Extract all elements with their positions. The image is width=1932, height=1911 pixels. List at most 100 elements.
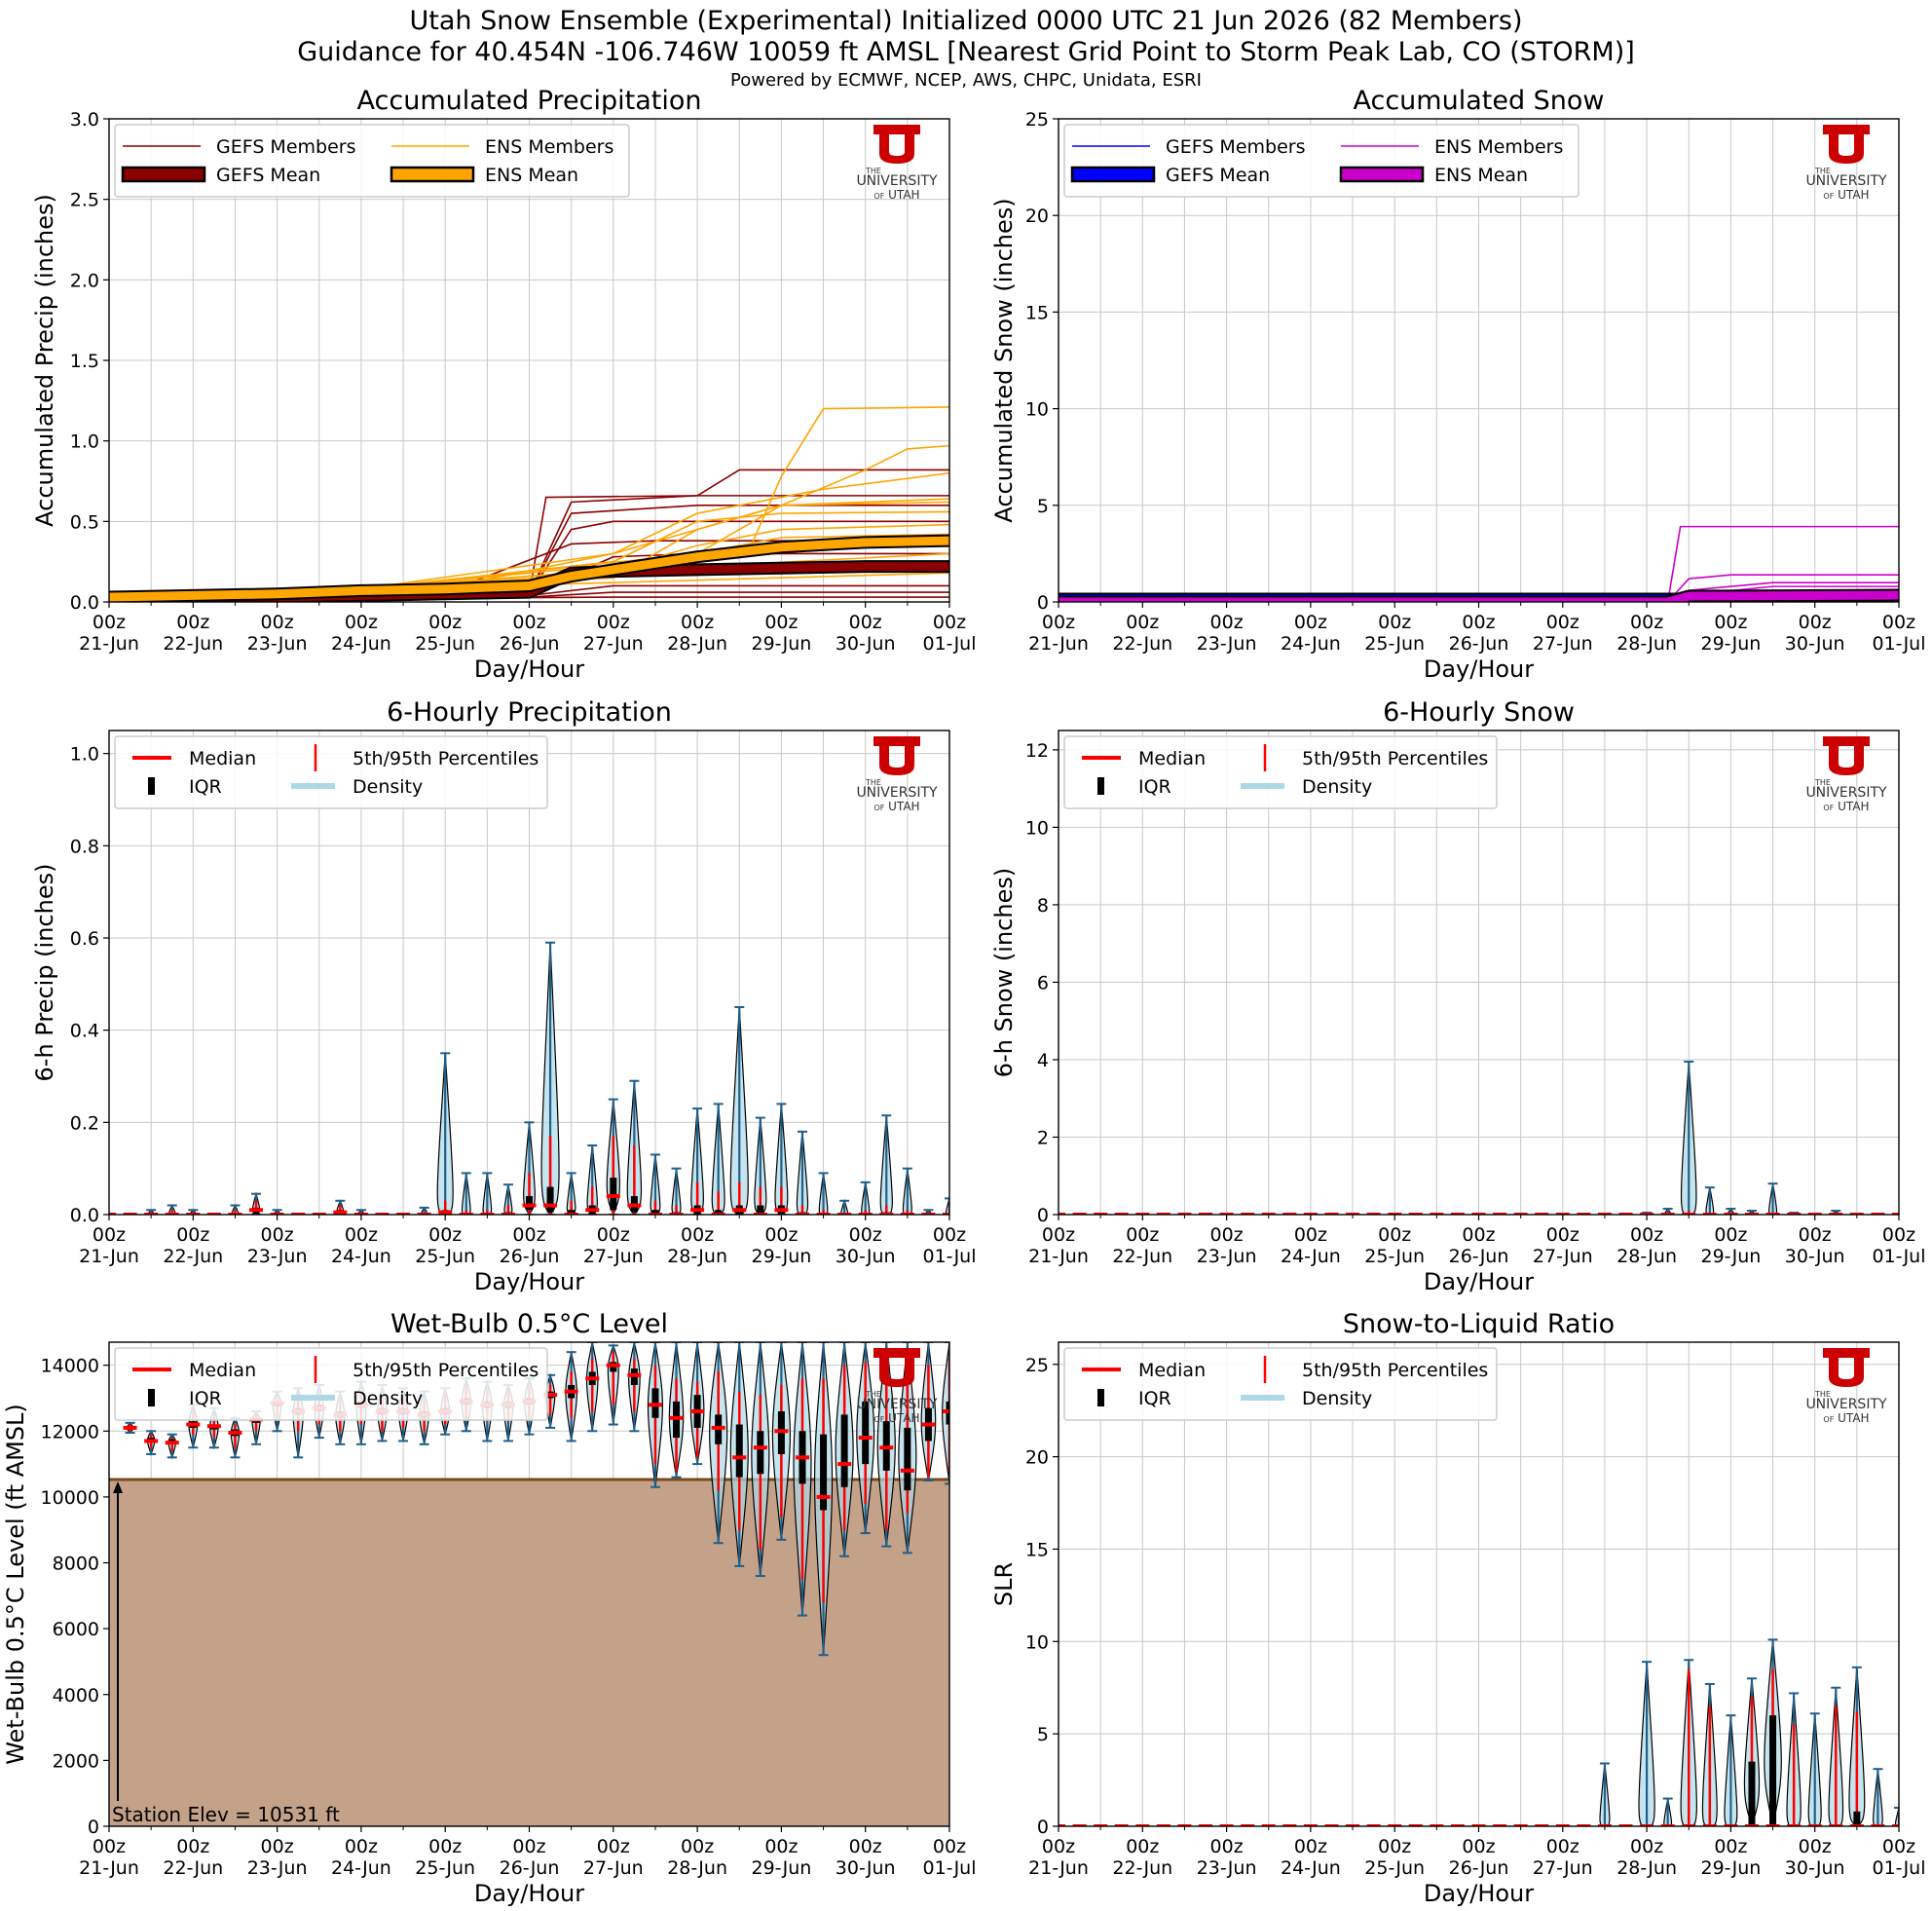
logo-university: UNIVERSITY [856,785,938,801]
x-tick-label-hour: 00z [93,1224,126,1246]
logo-utah-word: UTAH [884,188,919,202]
x-tick-label-date: 29-Jun [752,1857,812,1879]
logo-of: OF [873,804,884,812]
legend: GEFS Members ENS Members GEFS Mean ENS Mean [114,124,630,198]
x-tick-label-date: 30-Jun [836,1857,896,1879]
x-tick-label-hour: 00z [261,1224,294,1246]
legend-label: 5th/95th Percentiles [1302,1360,1488,1381]
member-line [1059,525,1899,602]
x-tick-label-date: 29-Jun [1701,1857,1762,1879]
chart-wetbulb: Wet-Bulb 0.5°C Level00z21-Jun00z22-Jun00… [2,1309,977,1907]
x-tick-label-date: 21-Jun [79,633,139,655]
x-tick-label-hour: 00z [1462,1836,1495,1857]
iqr-box [904,1427,911,1491]
logo-the: THE [1814,1390,1831,1399]
chart-slr: Snow-to-Liquid Ratio00z21-Jun00z22-Jun00… [990,1309,1926,1907]
x-tick-label-date: 26-Jun [500,1246,560,1267]
x-axis-label: Day/Hour [1424,656,1534,683]
x-tick-label-hour: 00z [176,612,209,633]
y-tick-label: 0.6 [70,928,99,950]
iqr-box [757,1431,764,1475]
logo-university: UNIVERSITY [856,173,938,189]
y-tick-label: 10 [1025,817,1049,839]
y-tick-label: 0.5 [70,511,99,533]
logo-u-top [1823,1348,1870,1358]
logo-utah-word: UTAH [1834,188,1869,202]
x-tick-label-date: 22-Jun [163,633,223,655]
x-tick-label-date: 26-Jun [500,1857,560,1879]
y-axis-label: SLR [990,1562,1018,1606]
x-tick-label-date: 28-Jun [667,633,727,655]
x-tick-label-hour: 00z [1630,1836,1663,1857]
x-tick-label-hour: 00z [428,1224,462,1246]
x-tick-label-date: 29-Jun [1701,1246,1762,1267]
x-tick-label-hour: 00z [93,1836,126,1857]
logo-u-top [873,736,920,746]
x-tick-label-hour: 00z [428,612,462,633]
x-tick-label-hour: 00z [261,1836,294,1857]
chart-title: Snow-to-Liquid Ratio [1343,1309,1615,1339]
x-tick-label-date: 27-Jun [583,1857,644,1879]
x-tick-label-date: 30-Jun [1785,1246,1845,1267]
x-tick-label-date: 28-Jun [667,1857,727,1879]
legend-swatch-thick [121,166,206,183]
iqr-box [526,1196,533,1211]
y-tick-label: 2.0 [70,270,99,291]
y-tick-label: 1.0 [70,744,99,766]
iqr-box [546,1186,554,1213]
x-tick-label-date: 29-Jun [752,1246,812,1267]
x-tick-label-hour: 00z [1546,1836,1579,1857]
iqr-box [1769,1715,1777,1826]
x-tick-label-date: 21-Jun [1028,1246,1089,1267]
x-tick-label-hour: 00z [1630,1224,1663,1246]
x-tick-label-hour: 00z [1210,612,1244,633]
mean-line [109,536,949,602]
y-tick-label: 0 [1037,592,1049,614]
iqr-box [840,1414,848,1487]
x-tick-label-date: 24-Jun [1281,1246,1341,1267]
x-tick-label-date: 26-Jun [1449,1857,1509,1879]
legend-swatch-iqr [1097,777,1104,795]
x-tick-label-date: 28-Jun [1616,633,1677,655]
y-tick-label: 14000 [41,1356,99,1377]
legend-swatch-iqr [1097,1389,1104,1406]
logo-utah: OF UTAH [1823,800,1869,813]
legend-box [114,735,548,809]
y-tick-label: 2 [1037,1127,1049,1148]
x-tick-label-date: 25-Jun [415,1246,475,1267]
chart-title: Accumulated Snow [1353,86,1604,116]
x-axis-label: Day/Hour [1424,1268,1534,1295]
iqr-box [735,1424,743,1478]
x-tick-label-hour: 00z [849,1836,882,1857]
x-tick-label-date: 21-Jun [1028,633,1089,655]
x-tick-label-hour: 00z [1714,1836,1747,1857]
x-tick-label-date: 21-Jun [1028,1857,1089,1879]
x-tick-label-hour: 00z [1126,612,1159,633]
x-tick-label-hour: 00z [933,612,966,633]
iqr-box [757,1205,764,1215]
logo-university: UNIVERSITY [1805,1397,1887,1412]
logo-utah-word: UTAH [1834,800,1869,813]
legend-label: IQR [1138,776,1171,798]
y-tick-label: 25 [1025,1355,1049,1376]
legend-swatch-thick [1339,166,1425,183]
x-tick-label-hour: 00z [1882,1836,1915,1857]
y-tick-label: 2000 [53,1750,99,1772]
x-tick-label-date: 24-Jun [331,1246,391,1267]
x-tick-label-date: 01-Jul [922,1857,976,1879]
x-tick-label-date: 29-Jun [1701,633,1762,655]
chart-title: 6-Hourly Precipitation [387,697,672,728]
x-tick-label-hour: 00z [1799,612,1832,633]
y-tick-label: 1.5 [70,351,99,372]
x-tick-label-date: 01-Jul [1872,1857,1925,1879]
x-tick-label-date: 23-Jun [247,633,308,655]
x-tick-label-hour: 00z [512,612,545,633]
logo-the: THE [1814,167,1831,175]
y-tick-label: 5 [1037,496,1049,517]
logo-u-shape [1829,1358,1864,1387]
chart-title: Wet-Bulb 0.5°C Level [390,1309,668,1339]
x-tick-label-hour: 00z [1714,612,1747,633]
x-tick-label-hour: 00z [1799,1224,1832,1246]
y-axis-label: Accumulated Snow (inches) [990,198,1018,522]
